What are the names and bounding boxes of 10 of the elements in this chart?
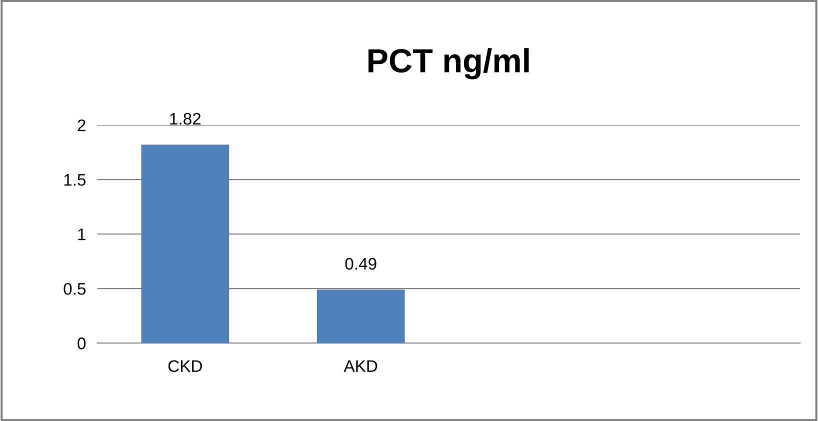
y-tick-label: 0.5 xyxy=(64,282,86,295)
y-tick-label: 1.5 xyxy=(64,174,86,186)
y-tick-label: 0 xyxy=(78,338,86,350)
data-label: 0.49 xyxy=(345,258,376,270)
y-tick-label: 1 xyxy=(78,228,86,240)
chart-title: PCT ng/ml xyxy=(368,48,529,80)
x-tick-label: CKD xyxy=(168,360,202,372)
y-tick-label: 2 xyxy=(78,119,86,132)
data-label: 1.82 xyxy=(170,112,201,125)
x-tick-label: AKD xyxy=(344,360,378,372)
